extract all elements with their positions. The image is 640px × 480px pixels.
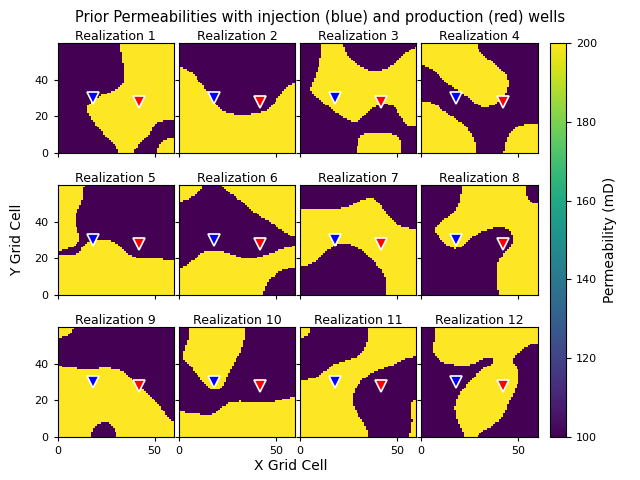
Title: Realization 1: Realization 1 [76,30,156,43]
Title: Realization 12: Realization 12 [435,314,524,327]
Title: Realization 3: Realization 3 [318,30,399,43]
Title: Realization 10: Realization 10 [193,314,282,327]
Title: Realization 9: Realization 9 [76,314,156,327]
Title: Realization 11: Realization 11 [314,314,403,327]
Text: X Grid Cell: X Grid Cell [255,459,328,473]
Title: Realization 4: Realization 4 [439,30,520,43]
Title: Realization 5: Realization 5 [76,172,156,185]
Title: Realization 7: Realization 7 [317,172,399,185]
Title: Realization 6: Realization 6 [196,172,277,185]
Title: Realization 2: Realization 2 [196,30,277,43]
Y-axis label: Permeability (mD): Permeability (mD) [603,177,617,303]
Title: Realization 8: Realization 8 [439,172,520,185]
Text: Y Grid Cell: Y Grid Cell [10,204,24,276]
Text: Prior Permeabilities with injection (blue) and production (red) wells: Prior Permeabilities with injection (blu… [75,10,565,24]
